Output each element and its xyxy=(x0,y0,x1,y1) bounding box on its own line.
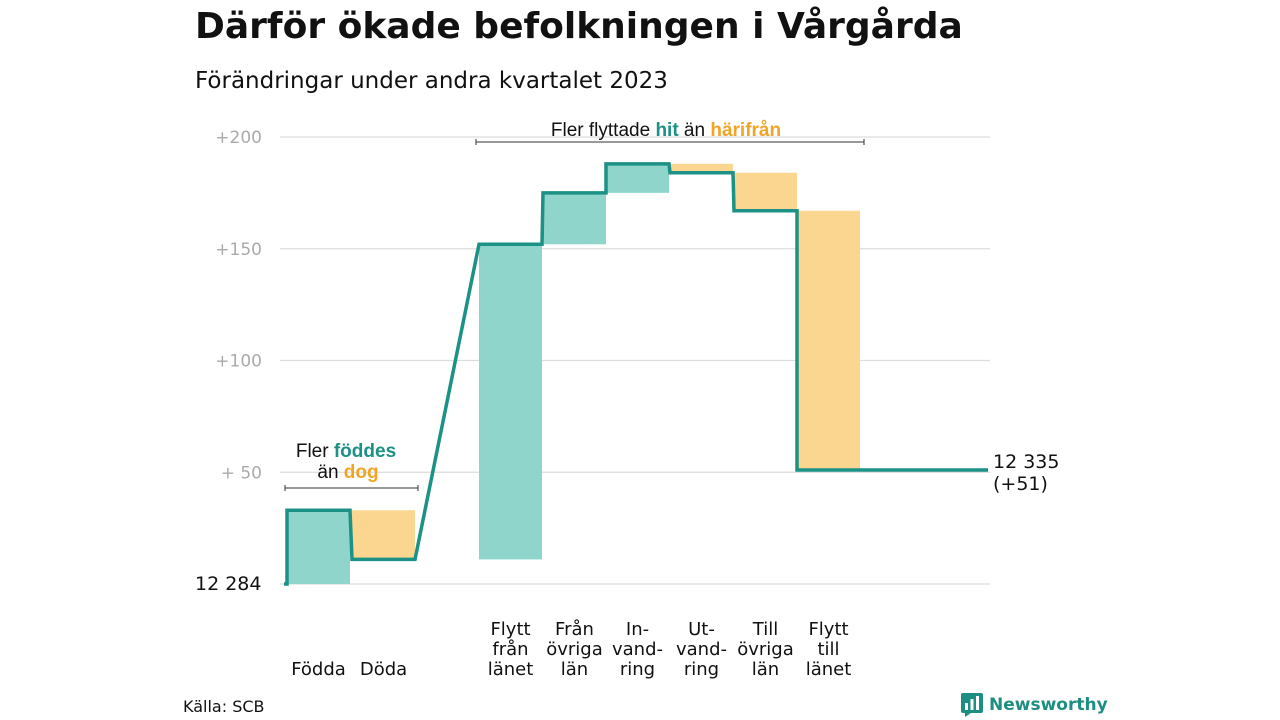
end-value-label: 12 335 xyxy=(993,451,1059,473)
bar xyxy=(352,510,415,560)
category-label: vand- xyxy=(676,639,727,660)
category-label: länet xyxy=(806,659,852,680)
category-label: från xyxy=(492,639,528,660)
category-label: Flytt xyxy=(490,619,530,640)
bars xyxy=(287,163,860,584)
annotation-highlight-orange: härifrån xyxy=(710,120,781,141)
category-label: vand- xyxy=(612,639,663,660)
annotation-text: än xyxy=(679,120,711,141)
category-label: län xyxy=(752,659,779,680)
y-tick-label: +150 xyxy=(215,240,262,260)
grid-lines xyxy=(280,136,990,585)
chart-title: Därför ökade befolkningen i Vårgårda xyxy=(195,6,963,47)
annotation-text: än xyxy=(317,462,343,483)
annotation-text: Fler xyxy=(296,441,334,462)
category-label: Flytt xyxy=(808,619,848,640)
chart-subtitle: Förändringar under andra kvartalet 2023 xyxy=(195,68,668,94)
category-label: övriga xyxy=(737,639,794,660)
end-value-label: (+51) xyxy=(993,473,1048,495)
bar xyxy=(797,210,860,471)
category-label: Döda xyxy=(360,659,407,680)
bar xyxy=(670,163,733,173)
category-label: In- xyxy=(626,619,649,640)
category-label: övriga xyxy=(546,639,603,660)
bar-chart-icon xyxy=(961,693,983,717)
births-annotation-line1: Fler föddes xyxy=(296,441,396,462)
migration-annotation: Fler flyttade hit än härifrån xyxy=(551,120,781,141)
y-tick-label: +100 xyxy=(215,352,262,372)
annotation-highlight-orange: dog xyxy=(344,462,379,483)
brand-name: Newsworthy xyxy=(989,695,1108,715)
y-tick-label: + 50 xyxy=(221,463,262,483)
bar xyxy=(543,192,606,245)
bar xyxy=(734,172,797,211)
category-label: till xyxy=(817,639,839,660)
annotation-highlight-teal: hit xyxy=(655,120,679,141)
category-label: ring xyxy=(620,659,655,680)
category-label: län xyxy=(561,659,588,680)
bar xyxy=(287,510,350,584)
step-line xyxy=(284,162,988,586)
category-label: Födda xyxy=(291,659,346,680)
category-label: Från xyxy=(555,619,594,640)
bar xyxy=(479,244,542,560)
bar xyxy=(606,163,669,193)
category-label: Till xyxy=(752,619,778,640)
newsworthy-logo: Newsworthy xyxy=(961,693,1108,717)
annotation-text: Fler flyttade xyxy=(551,120,656,141)
births-annotation-line2: än dog xyxy=(317,462,378,483)
category-label: ring xyxy=(684,659,719,680)
category-label: Ut- xyxy=(688,619,715,640)
source-note: Källa: SCB xyxy=(183,697,265,716)
category-label: länet xyxy=(488,659,534,680)
annotation-highlight-teal: föddes xyxy=(334,441,396,462)
y-tick-label: +200 xyxy=(215,128,262,148)
cumulative-line xyxy=(284,162,988,586)
start-value-label: 12 284 xyxy=(195,573,261,595)
